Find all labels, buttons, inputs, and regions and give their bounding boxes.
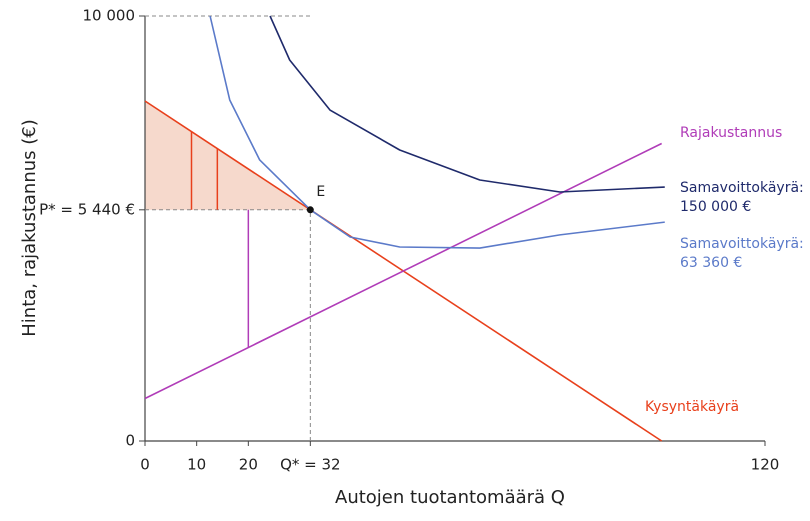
series-label: 150 000 €	[680, 199, 751, 215]
series-label: Samavoittokäyrä:	[680, 180, 804, 196]
x-tick-label: 20	[239, 456, 258, 474]
x-tick-label: 120	[751, 456, 780, 474]
x-tick-label: 0	[140, 456, 150, 474]
y-tick-label: 0	[125, 432, 135, 450]
x-tick-label: 10	[187, 456, 206, 474]
y-tick-label: P* = 5 440 €	[39, 200, 135, 218]
series-label: Samavoittokäyrä:	[680, 236, 804, 252]
point-label: E	[316, 184, 325, 200]
series-label: 63 360 €	[680, 255, 742, 271]
curve	[209, 15, 665, 249]
curve	[269, 15, 665, 193]
x-tick-label: Q* = 32	[280, 456, 341, 474]
y-axis-title: Hinta, rajakustannus (€)	[19, 119, 40, 337]
y-tick-label: 10 000	[83, 7, 136, 25]
equilibrium-point	[306, 206, 314, 214]
x-axis-title: Autojen tuotantomäärä Q	[335, 487, 565, 508]
series-label: Rajakustannus	[680, 125, 782, 141]
series-label: Kysyntäkäyrä	[645, 399, 739, 415]
curve	[144, 142, 663, 400]
